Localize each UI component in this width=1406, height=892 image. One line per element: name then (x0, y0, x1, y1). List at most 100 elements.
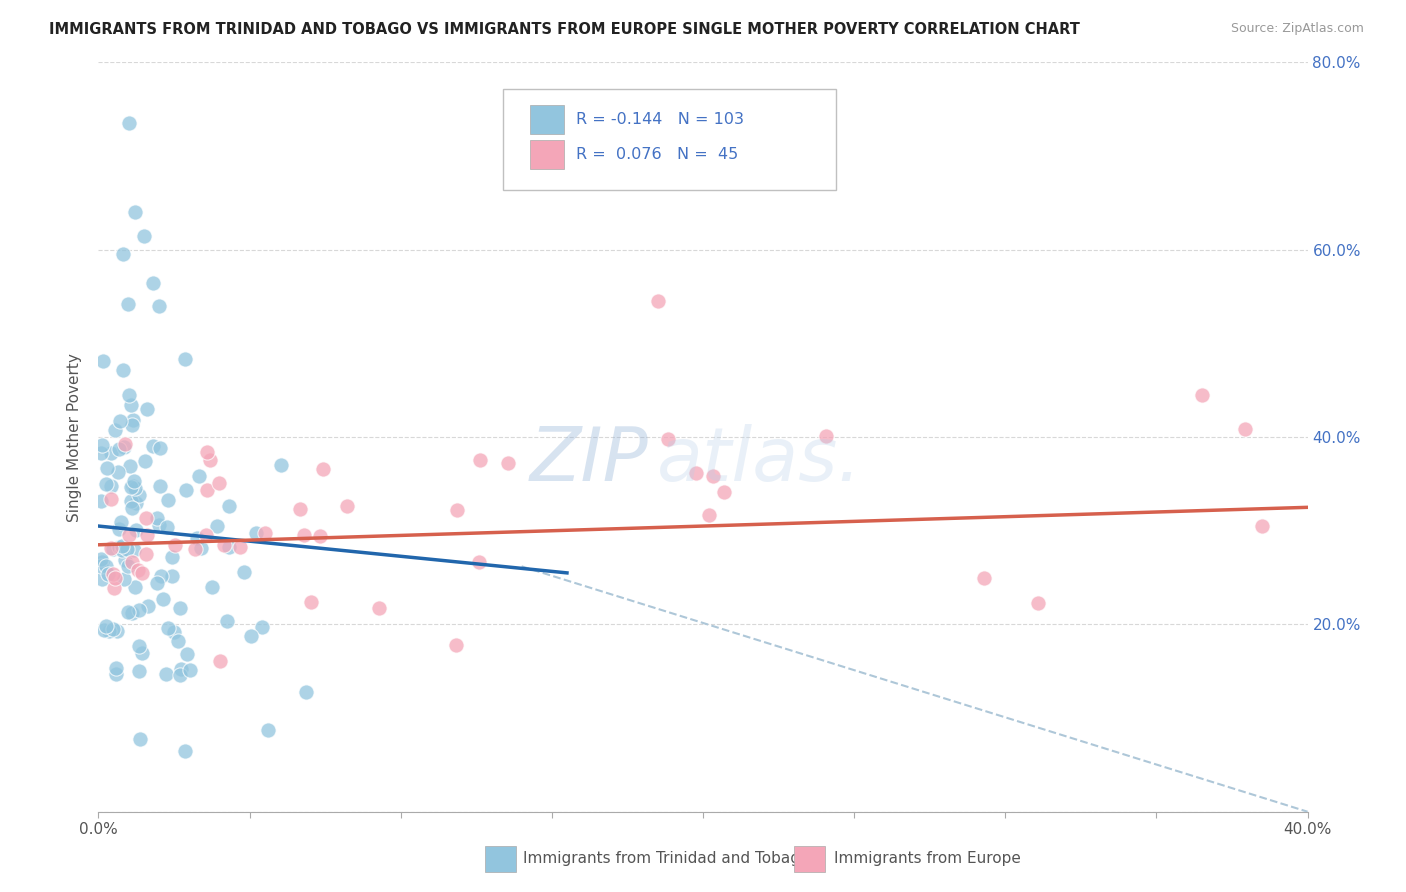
Point (156, 520, 179, 534)
Point (117, 296, 139, 310)
Point (122, 542, 145, 557)
Point (1191, 388, 1213, 402)
Point (108, 540, 131, 554)
Point (496, 457, 519, 471)
Point (120, 398, 142, 412)
Point (187, 469, 209, 483)
Point (699, 508, 721, 522)
Text: R =  0.076   N =  45: R = 0.076 N = 45 (576, 147, 738, 162)
Point (170, 662, 193, 676)
FancyBboxPatch shape (530, 140, 564, 169)
Point (118, 528, 141, 542)
Point (149, 569, 172, 583)
Point (101, 541, 124, 556)
Point (90, 493, 112, 508)
Y-axis label: Single Mother Poverty: Single Mother Poverty (67, 352, 83, 522)
Point (128, 639, 150, 653)
Point (179, 663, 201, 677)
Point (127, 563, 149, 577)
Point (195, 445, 218, 459)
Point (299, 595, 322, 609)
Point (128, 665, 150, 679)
FancyBboxPatch shape (530, 105, 564, 134)
Point (145, 511, 167, 525)
Text: IMMIGRANTS FROM TRINIDAD AND TOBAGO VS IMMIGRANTS FROM EUROPE SINGLE MOTHER POVE: IMMIGRANTS FROM TRINIDAD AND TOBAGO VS I… (49, 22, 1080, 37)
Point (148, 299, 170, 313)
Point (125, 496, 148, 510)
Point (1028, 596, 1050, 610)
Point (122, 474, 145, 488)
Point (146, 575, 169, 590)
Point (200, 453, 222, 467)
Point (107, 522, 129, 536)
Point (1233, 422, 1256, 436)
Point (135, 547, 157, 561)
Point (702, 469, 724, 483)
Point (190, 541, 212, 556)
Point (103, 581, 125, 595)
Point (94, 619, 117, 633)
Point (239, 629, 262, 643)
Point (101, 567, 124, 582)
Point (134, 453, 156, 467)
Point (209, 654, 232, 668)
Point (142, 439, 165, 453)
Point (112, 572, 135, 586)
Text: R = -0.144   N = 103: R = -0.144 N = 103 (576, 112, 744, 127)
Point (128, 603, 150, 617)
Point (270, 458, 292, 473)
Point (156, 621, 179, 635)
Point (195, 528, 218, 542)
Point (117, 605, 139, 619)
Point (124, 580, 146, 594)
Point (195, 483, 218, 497)
Point (91, 438, 114, 452)
Point (111, 542, 134, 557)
Point (290, 502, 312, 516)
Point (96, 461, 118, 475)
Point (125, 523, 148, 537)
Point (136, 402, 159, 417)
Point (174, 483, 197, 497)
Point (444, 638, 467, 652)
Point (98, 624, 121, 638)
Text: Source: ZipAtlas.com: Source: ZipAtlas.com (1230, 22, 1364, 36)
Text: Immigrants from Europe: Immigrants from Europe (834, 852, 1021, 866)
Point (163, 538, 186, 552)
Point (117, 558, 139, 573)
Point (100, 446, 122, 460)
Point (117, 541, 139, 556)
Point (96, 476, 118, 491)
Point (93, 623, 115, 637)
Point (245, 526, 267, 541)
Point (218, 499, 240, 513)
Point (205, 519, 228, 533)
Point (148, 441, 170, 455)
Point (201, 580, 224, 594)
Point (468, 555, 491, 569)
Point (1251, 519, 1274, 533)
Point (135, 511, 157, 525)
Point (132, 228, 155, 243)
Point (107, 465, 129, 479)
Point (229, 540, 252, 554)
Point (152, 591, 174, 606)
Point (105, 661, 128, 675)
Point (120, 480, 142, 494)
Point (121, 555, 143, 569)
Point (96, 558, 118, 573)
Point (647, 294, 669, 309)
Point (148, 518, 170, 533)
Point (114, 553, 136, 567)
Point (253, 526, 276, 541)
Point (108, 414, 131, 428)
Point (312, 462, 335, 476)
Point (114, 436, 136, 450)
Point (657, 432, 679, 446)
Point (104, 423, 127, 437)
Point (163, 625, 186, 640)
Point (814, 429, 837, 443)
Point (118, 458, 141, 473)
Point (214, 538, 236, 552)
Point (104, 571, 127, 585)
